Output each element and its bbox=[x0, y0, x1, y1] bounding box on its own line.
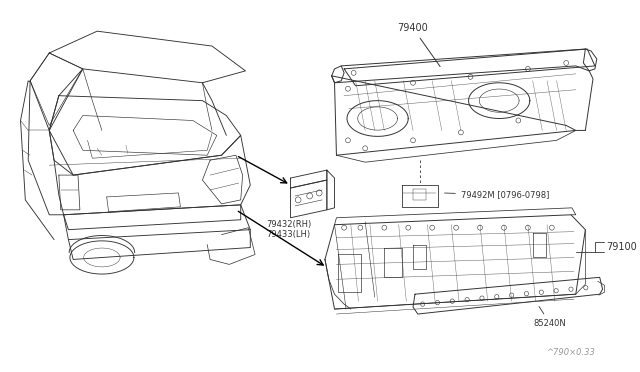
Text: 85240N: 85240N bbox=[534, 307, 566, 328]
Text: 79492M [0796-0798]: 79492M [0796-0798] bbox=[445, 190, 549, 199]
Text: 79400: 79400 bbox=[397, 23, 440, 67]
Text: ^790×0.33: ^790×0.33 bbox=[546, 348, 595, 357]
Text: 79432(RH)
79433(LH): 79432(RH) 79433(LH) bbox=[266, 220, 311, 239]
Text: 79100: 79100 bbox=[607, 241, 637, 251]
